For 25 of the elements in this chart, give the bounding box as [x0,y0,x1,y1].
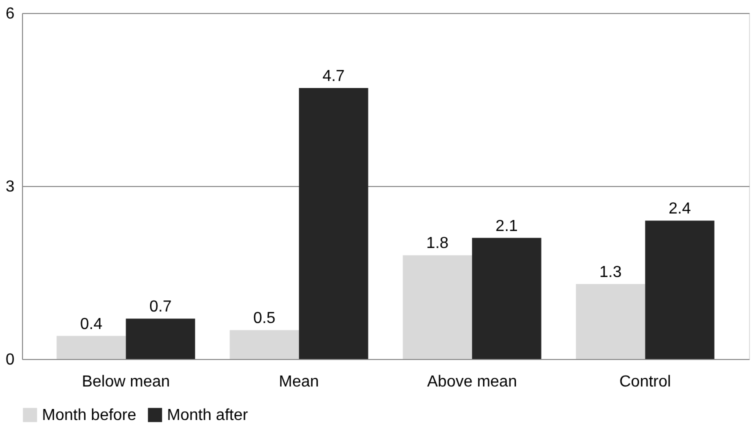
legend-label: Month after [167,407,249,424]
y-tick-label: 3 [6,178,15,196]
data-label: 1.8 [426,235,449,252]
data-label: 2.1 [496,218,518,235]
bar [645,220,714,359]
data-label: 2.4 [668,200,691,218]
data-label: 0.7 [149,298,172,316]
bar [230,330,299,359]
bar [126,318,196,359]
bar [298,88,368,359]
bar [402,255,472,359]
data-label: 4.7 [322,68,345,85]
x-tick-label: Above mean [427,374,517,390]
legend-label: Month before [42,407,136,424]
x-tick-label: Below mean [82,374,170,390]
y-tick-label: 6 [6,6,15,22]
x-tick-label: Mean [278,374,319,390]
y-tick-label: 0 [6,352,15,368]
data-label: 0.4 [80,316,102,333]
data-label: 1.3 [599,264,622,282]
bar [472,238,542,359]
x-tick-label: Control [619,374,671,390]
bar [576,284,646,359]
data-label: 0.5 [253,310,276,328]
bar [56,336,126,359]
